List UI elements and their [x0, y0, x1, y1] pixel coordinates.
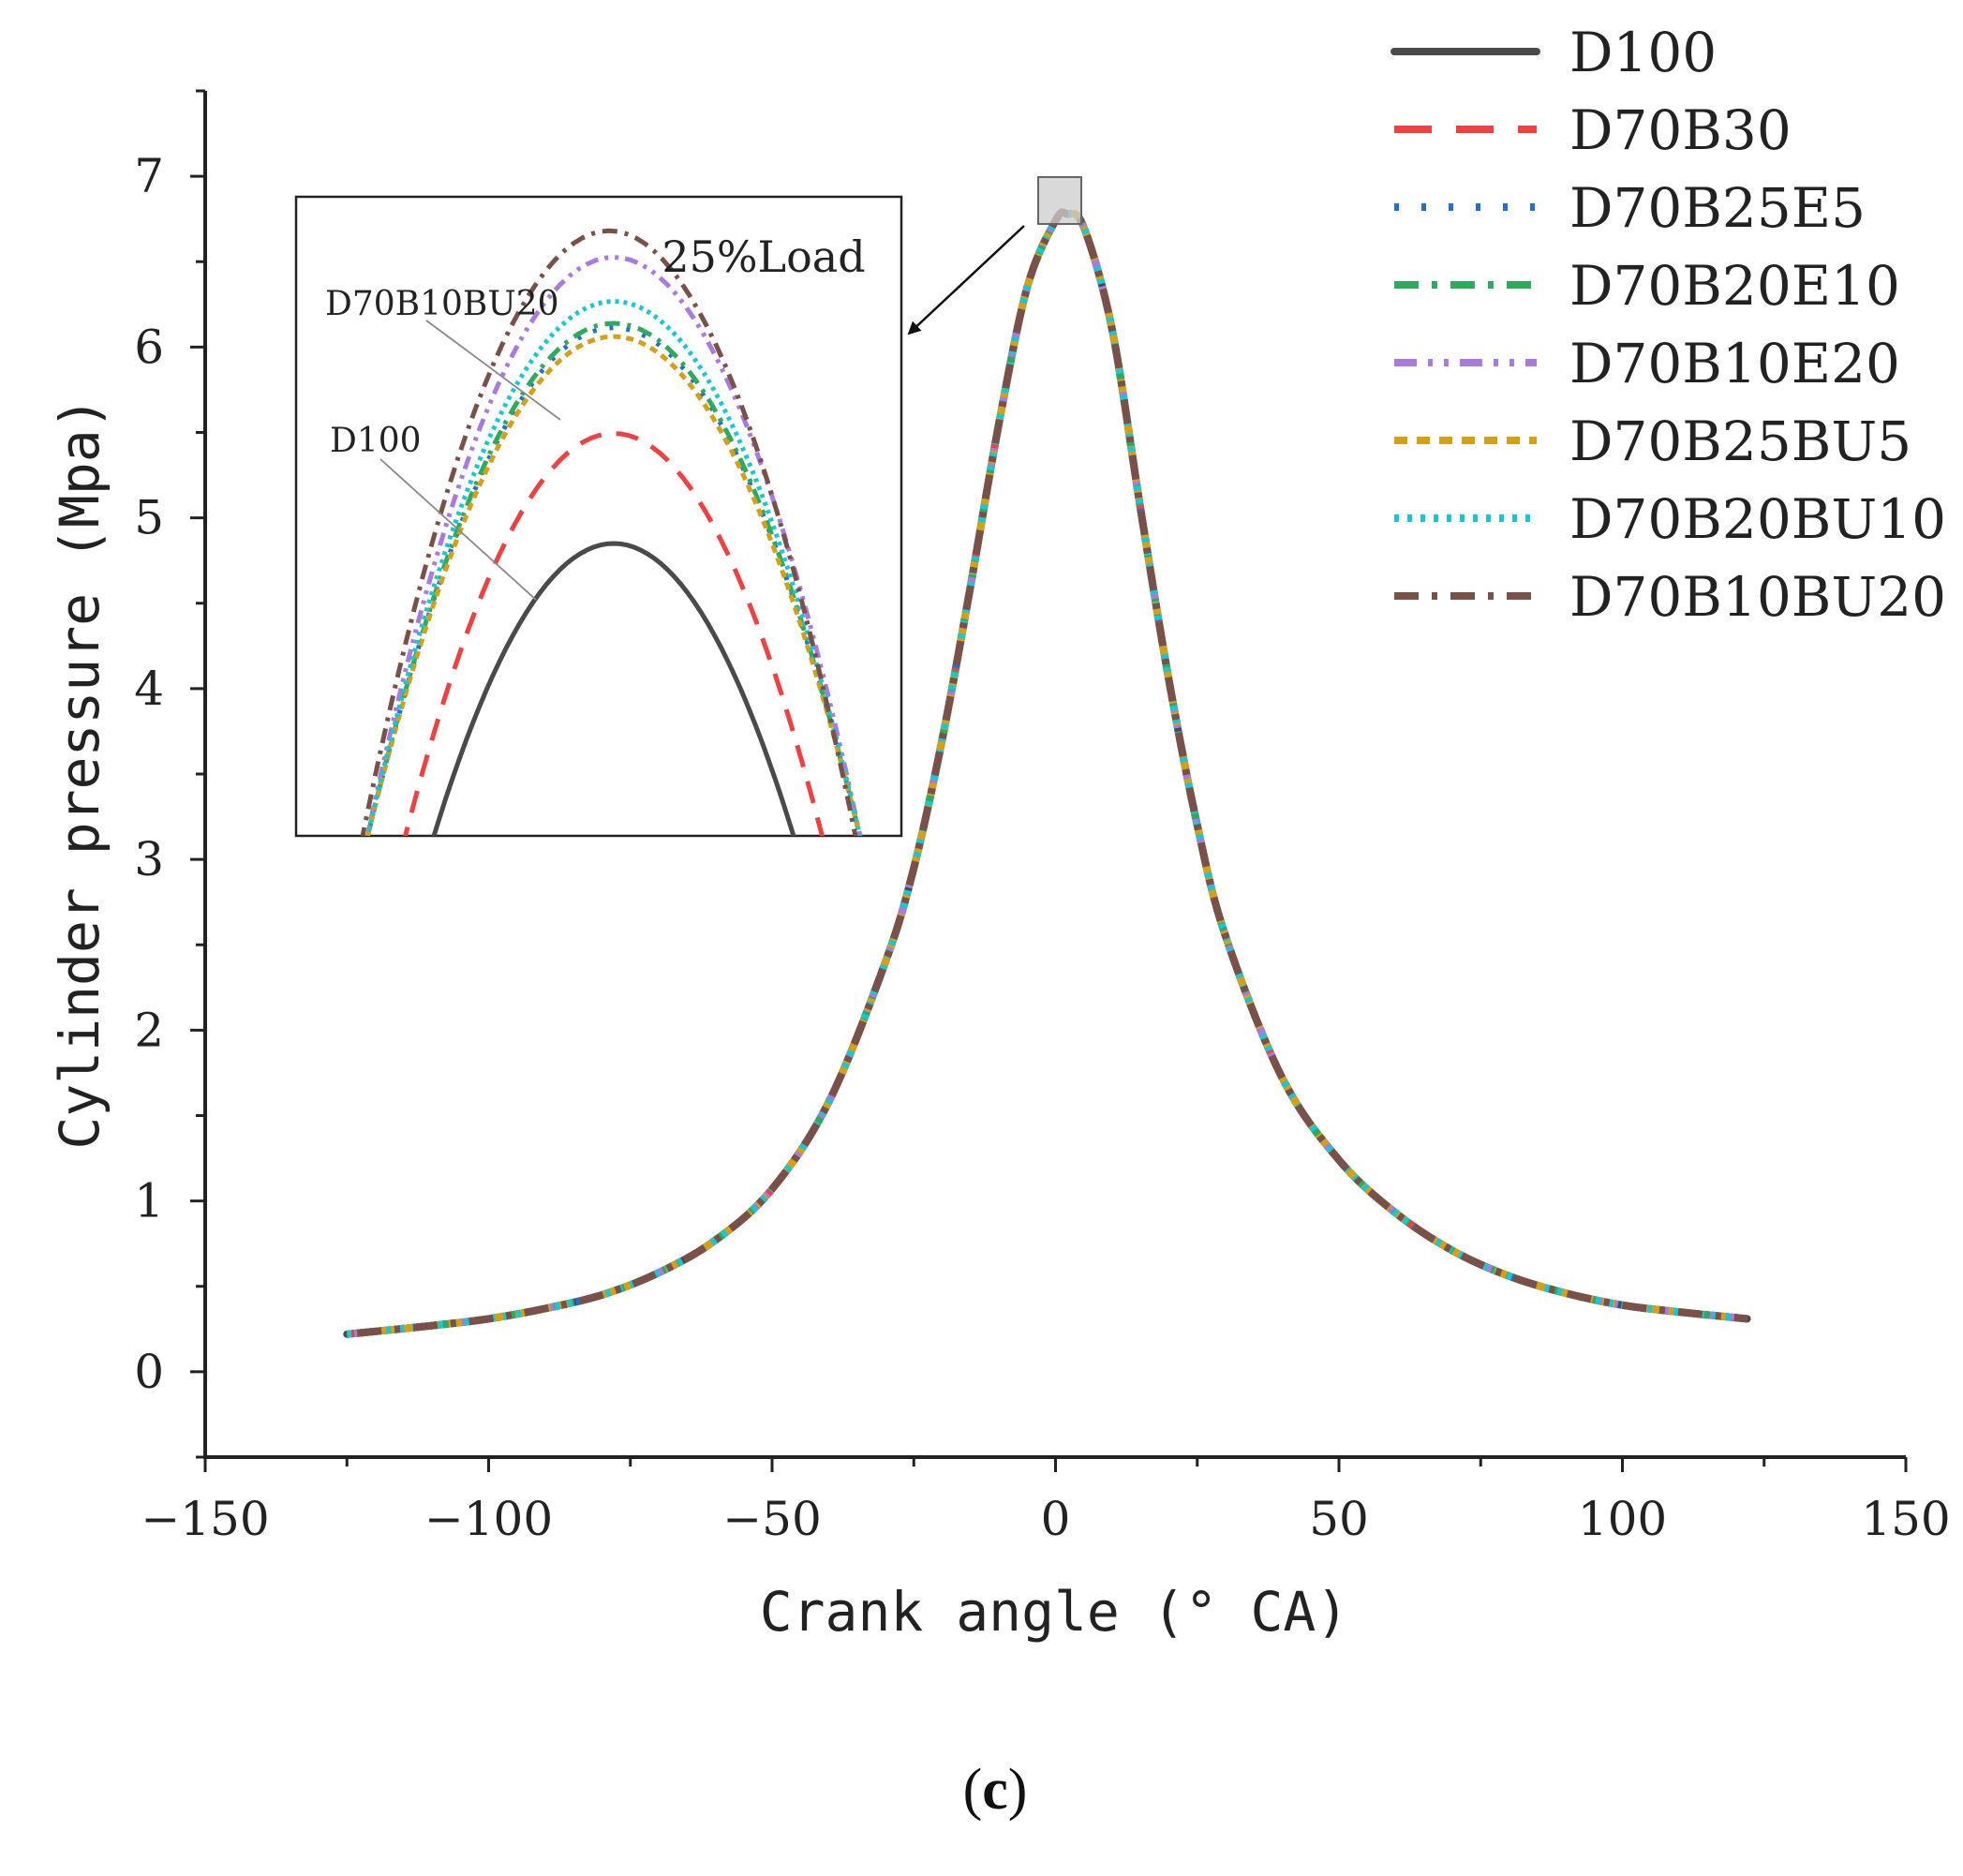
- inset-line-D70B25BU5: [364, 334, 863, 836]
- inset-line-D70B10BU20: [360, 228, 858, 836]
- inset-annotation-top: D70B10BU20: [325, 285, 559, 323]
- y-tick-label-0: 0: [134, 1345, 164, 1399]
- y-tick-label-4: 4: [134, 662, 164, 716]
- inset-line-D100: [431, 541, 796, 836]
- x-tick-label-5: 100: [1578, 1492, 1667, 1546]
- x-axis-title: Crank angle (° CA): [760, 1580, 1349, 1644]
- inset-annotation-bottom: D100: [330, 422, 422, 460]
- y-axis-title: Cylinder pressure (Mpa): [48, 396, 112, 1149]
- inset-annotation-top-leader: [425, 320, 561, 421]
- inset-series-group: [360, 228, 863, 836]
- y-tick-label-5: 5: [134, 491, 164, 545]
- inset-title: 25%Load: [662, 231, 865, 282]
- legend-label-4: D70B10E20: [1569, 332, 1900, 395]
- y-tick-label-1: 1: [134, 1174, 164, 1228]
- caption-letter: c: [982, 1758, 1008, 1822]
- y-tick-label-6: 6: [134, 320, 164, 374]
- figure-caption: (c): [963, 1758, 1028, 1822]
- series-line-D70B20BU10: [346, 208, 1747, 1338]
- legend-label-6: D70B20BU10: [1569, 487, 1946, 551]
- x-tick-label-3: 0: [1041, 1492, 1071, 1546]
- legend-label-0: D100: [1569, 21, 1717, 84]
- x-tick-label-2: −50: [722, 1492, 822, 1546]
- y-ticks: [190, 89, 205, 1459]
- x-tick-labels: −150 −100 −50 0 50 100 150: [141, 1492, 1950, 1546]
- zoom-region-box: [1037, 176, 1082, 225]
- legend-label-2: D70B25E5: [1569, 176, 1866, 240]
- x-tick-label-0: −150: [141, 1492, 269, 1546]
- inset-line-D70B30: [403, 430, 825, 836]
- legend: D100 D70B30 D70B25E5 D70B20E10 D70B10E20…: [1390, 21, 1946, 629]
- inset-annotation-bottom-leader: [379, 458, 537, 601]
- x-tick-label-4: 50: [1309, 1492, 1369, 1546]
- legend-label-7: D70B10BU20: [1569, 565, 1946, 629]
- x-tick-label-1: −100: [424, 1492, 553, 1546]
- inset-line-D70B10E20: [364, 254, 863, 836]
- zoom-arrow: [907, 225, 1025, 335]
- legend-label-3: D70B20E10: [1569, 254, 1900, 318]
- caption-close: ): [1008, 1758, 1028, 1822]
- y-tick-label-3: 3: [134, 832, 164, 886]
- caption-open: (: [963, 1758, 983, 1822]
- y-tick-label-2: 2: [134, 1003, 164, 1057]
- y-tick-label-7: 7: [134, 149, 164, 203]
- legend-label-1: D70B30: [1569, 98, 1792, 162]
- y-tick-labels: 0 1 2 3 4 5 6 7: [134, 149, 164, 1399]
- x-ticks: [203, 1457, 1908, 1472]
- legend-label-5: D70B25BU5: [1569, 409, 1911, 473]
- x-tick-label-6: 150: [1861, 1492, 1950, 1546]
